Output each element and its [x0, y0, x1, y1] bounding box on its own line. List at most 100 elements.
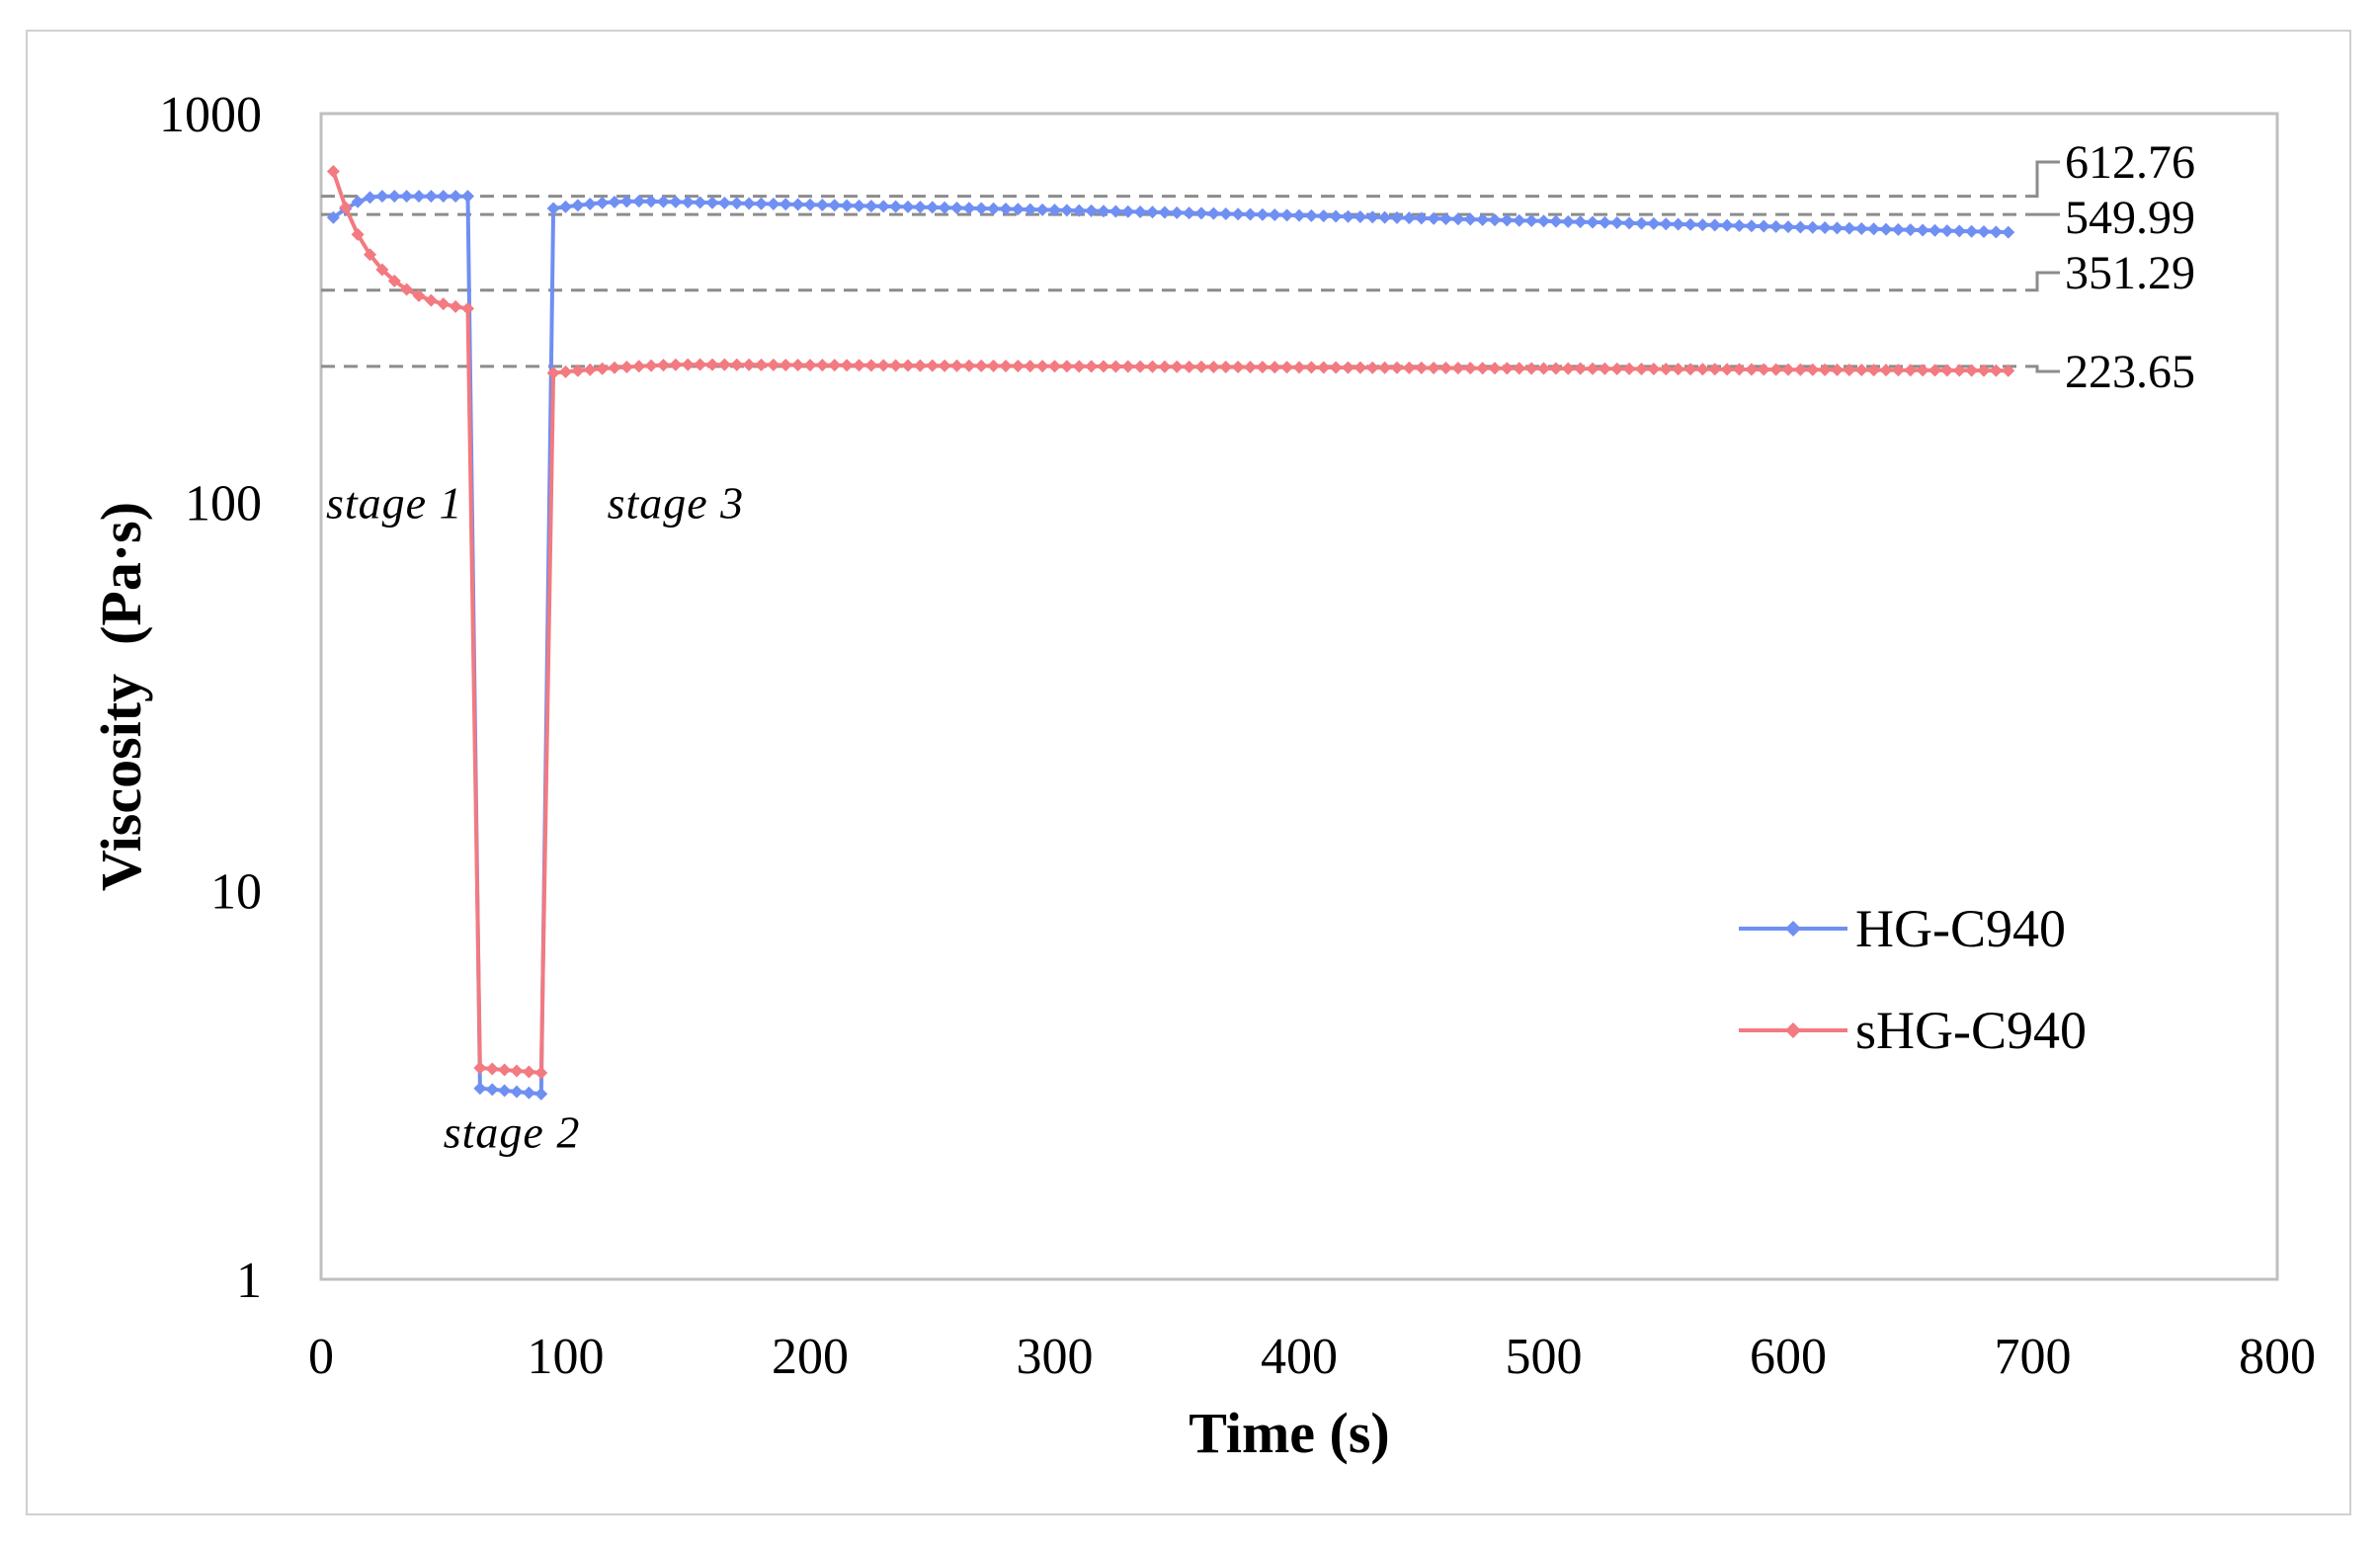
data-point-marker	[571, 199, 585, 212]
data-point-marker	[583, 197, 597, 210]
x-axis-title: Time (s)	[1189, 1401, 1390, 1465]
data-point-marker	[1244, 361, 1257, 374]
data-point-marker	[779, 358, 792, 371]
data-point-marker	[974, 202, 988, 215]
data-point-marker	[1427, 211, 1440, 225]
data-point-marker	[632, 360, 646, 373]
data-point-marker	[853, 199, 865, 212]
data-point-marker	[1158, 360, 1172, 373]
data-point-marker	[1158, 205, 1172, 219]
data-point-marker	[840, 359, 854, 372]
data-point-marker	[876, 359, 890, 372]
data-point-marker	[913, 201, 927, 214]
data-point-marker	[1904, 364, 1918, 377]
data-point-marker	[1011, 203, 1025, 216]
data-point-marker	[1146, 360, 1159, 373]
data-point-marker	[1121, 360, 1135, 373]
data-point-marker	[1561, 214, 1575, 228]
data-point-marker	[1952, 224, 1966, 238]
data-point-marker	[1683, 363, 1697, 376]
data-point-marker	[596, 196, 610, 209]
data-point-marker	[1672, 363, 1685, 376]
data-point-marker	[1929, 223, 1941, 237]
data-point-marker	[1586, 362, 1600, 375]
data-point-marker	[1231, 207, 1245, 221]
data-point-marker	[1402, 211, 1416, 225]
data-point-marker	[351, 227, 365, 241]
data-point-marker	[449, 190, 462, 204]
data-point-marker	[351, 195, 365, 208]
x-tick-label: 800	[2239, 1329, 2316, 1385]
data-point-marker	[1549, 214, 1563, 228]
stage-label: stage 1	[326, 477, 463, 528]
data-point-marker	[1011, 360, 1025, 373]
data-point-marker	[1524, 213, 1538, 227]
figure-frame	[26, 30, 2351, 1515]
data-point-marker	[1952, 364, 1966, 377]
series-line-shg-c940	[331, 170, 2009, 1075]
data-point-marker	[1965, 364, 1979, 377]
data-point-marker	[1500, 362, 1514, 375]
data-point-marker	[1622, 362, 1636, 375]
data-point-marker	[1818, 221, 1832, 235]
data-point-marker	[1695, 218, 1709, 232]
data-point-marker	[1476, 362, 1490, 375]
data-point-marker	[1647, 363, 1661, 376]
data-point-marker	[1769, 219, 1783, 233]
data-point-marker	[1415, 361, 1429, 374]
data-point-marker	[1745, 219, 1759, 233]
data-point-marker	[1183, 206, 1196, 220]
data-point-marker	[1390, 210, 1404, 224]
data-point-marker	[1843, 221, 1856, 235]
data-point-marker	[400, 283, 414, 296]
data-point-marker	[1574, 215, 1588, 229]
data-point-marker	[1831, 221, 1844, 235]
data-point-marker	[339, 201, 353, 214]
data-point-marker	[1745, 363, 1759, 376]
data-point-marker	[926, 359, 940, 372]
data-point-marker	[1378, 361, 1392, 374]
data-point-marker	[571, 364, 585, 377]
data-point-marker	[1793, 363, 1807, 376]
legend-swatch-marker	[1785, 1022, 1801, 1038]
data-point-marker	[1097, 360, 1110, 373]
data-point-marker	[485, 1083, 499, 1097]
data-point-marker	[1206, 206, 1220, 220]
data-point-marker	[1256, 207, 1270, 221]
data-point-marker	[461, 190, 474, 204]
data-point-marker	[1733, 363, 1746, 376]
data-point-marker	[1048, 204, 1061, 217]
data-point-marker	[1537, 362, 1550, 375]
data-point-marker	[950, 201, 963, 214]
data-point-marker	[1488, 213, 1502, 227]
data-point-marker	[1439, 211, 1452, 225]
data-point-marker	[1402, 361, 1416, 374]
data-point-marker	[1342, 361, 1354, 374]
plot-area	[319, 112, 2279, 1281]
data-point-marker	[1292, 208, 1306, 222]
reference-value: 223.65	[2065, 346, 2195, 398]
reference-value: 549.99	[2065, 192, 2195, 244]
data-point-marker	[498, 1063, 512, 1077]
data-point-marker	[657, 195, 670, 208]
data-point-marker	[987, 202, 1001, 215]
data-point-marker	[1463, 362, 1477, 375]
data-point-marker	[926, 201, 940, 214]
data-point-marker	[681, 196, 695, 209]
data-point-marker	[1610, 362, 1624, 375]
data-point-marker	[1304, 361, 1318, 374]
data-point-marker	[608, 361, 621, 374]
data-point-marker	[791, 198, 805, 211]
data-point-marker	[1708, 218, 1722, 232]
data-point-marker	[326, 210, 340, 224]
data-point-marker	[1867, 364, 1881, 377]
legend-label: sHG-C940	[1855, 1001, 2087, 1060]
data-point-marker	[1072, 204, 1086, 217]
data-point-marker	[412, 288, 426, 302]
data-point-marker	[1683, 217, 1697, 231]
data-point-marker	[1378, 210, 1392, 224]
data-point-marker	[1097, 204, 1110, 218]
data-point-marker	[1329, 361, 1343, 374]
data-point-marker	[1781, 363, 1795, 376]
data-point-marker	[619, 360, 633, 373]
